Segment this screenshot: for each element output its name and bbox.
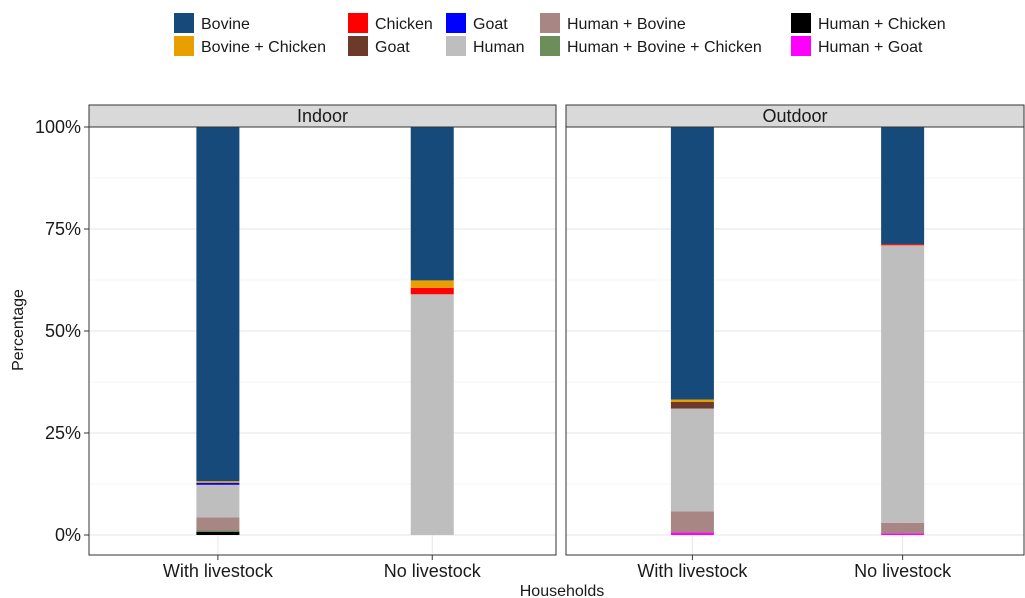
legend-label-chicken: Chicken xyxy=(375,16,433,33)
bar-segment-outdoor-with-livestock-bovine xyxy=(670,127,714,400)
plot-area xyxy=(566,127,1024,555)
bar-segment-indoor-no-livestock-bovine xyxy=(410,127,454,281)
legend-label-human-goat: Human + Goat xyxy=(818,39,923,56)
legend: Bovine Bovine + Chicken Chicken Goat Goat Hum… xyxy=(174,13,946,56)
y-tick-label: 0% xyxy=(55,525,81,545)
legend-label-human-chicken: Human + Chicken xyxy=(818,16,946,33)
bar-segment-indoor-no-livestock-bovine-chicken xyxy=(410,280,454,288)
bar-segment-indoor-no-livestock-chicken xyxy=(410,287,454,295)
legend-label-bovine: Bovine xyxy=(201,16,250,33)
bar-segment-indoor-with-livestock-bovine-chicken xyxy=(196,481,240,483)
facet-label-outdoor: Outdoor xyxy=(762,106,827,126)
y-axis-title: Percentage xyxy=(10,289,27,371)
legend-swatch-goat xyxy=(446,13,466,33)
legend-label-human-bovine: Human + Bovine xyxy=(567,16,686,33)
x-tick-label-no-livestock: No livestock xyxy=(384,561,482,581)
legend-swatch-human-bovine-chicken xyxy=(540,36,560,56)
panel-border xyxy=(565,126,1025,556)
bar-segment-indoor-with-livestock-human xyxy=(196,484,240,518)
y-tick-label: 75% xyxy=(45,219,81,239)
facet-label-indoor: Indoor xyxy=(297,106,348,126)
bar-segment-indoor-no-livestock-human xyxy=(410,294,454,535)
bar-segment-indoor-with-livestock-human-bovine xyxy=(196,517,240,531)
bar-segment-outdoor-with-livestock-human-bovine xyxy=(670,511,714,533)
y-tick-label: 50% xyxy=(45,321,81,341)
legend-swatch-human-chicken xyxy=(791,13,811,33)
panel-outdoor: Outdoor With livestock No livestock xyxy=(565,104,1025,581)
x-tick-label-with-livestock: With livestock xyxy=(637,561,748,581)
x-axis-title: Households xyxy=(520,583,605,598)
legend-label-bovine-chicken: Bovine + Chicken xyxy=(201,39,326,56)
bar-segment-outdoor-with-livestock-human xyxy=(670,408,714,512)
bar-segment-outdoor-no-livestock-chicken xyxy=(881,244,925,246)
legend-label-goat: Goat xyxy=(473,16,508,33)
legend-label-goat: Goat xyxy=(375,39,410,56)
x-tick-label-with-livestock: With livestock xyxy=(163,561,274,581)
legend-swatch-chicken xyxy=(348,13,368,33)
legend-label-human: Human xyxy=(473,39,525,56)
legend-swatch-goat xyxy=(348,36,368,56)
bar-segment-outdoor-with-livestock-human-goat xyxy=(670,532,714,535)
panel-indoor: Indoor With livestock No livestock xyxy=(88,104,557,581)
y-tick-label: 25% xyxy=(45,423,81,443)
legend-swatch-human-bovine xyxy=(540,13,560,33)
bar-segment-outdoor-with-livestock-goat xyxy=(670,401,714,409)
legend-swatch-bovine-chicken xyxy=(174,36,194,56)
bar-segment-indoor-with-livestock-human-chicken xyxy=(196,531,240,535)
x-tick-label-no-livestock: No livestock xyxy=(854,561,952,581)
bar-segment-outdoor-no-livestock-human-bovine xyxy=(881,522,925,534)
legend-swatch-human-goat xyxy=(791,36,811,56)
legend-swatch-bovine xyxy=(174,13,194,33)
facet-panels: Indoor With livestock No livestock Outdoor W… xyxy=(88,104,1025,581)
bar-segment-outdoor-no-livestock-human xyxy=(881,245,925,523)
bar-segment-outdoor-with-livestock-bovine-chicken xyxy=(670,399,714,402)
plot-area xyxy=(89,127,556,555)
bar-segment-indoor-with-livestock-human-bovine-chicken xyxy=(196,530,240,532)
legend-swatch-human xyxy=(446,36,466,56)
y-axis: 0% 25% 50% 75% 100% xyxy=(35,117,89,545)
panel-border xyxy=(88,126,557,556)
bar-segment-indoor-with-livestock-bovine xyxy=(196,127,240,482)
y-tick-label: 100% xyxy=(35,117,81,137)
bar-segment-indoor-with-livestock-goat xyxy=(196,482,240,485)
bar-segment-outdoor-no-livestock-bovine xyxy=(881,127,925,245)
legend-label-human-bovine-chicken: Human + Bovine + Chicken xyxy=(567,39,762,56)
bar-segment-outdoor-no-livestock-human-goat xyxy=(881,533,925,535)
